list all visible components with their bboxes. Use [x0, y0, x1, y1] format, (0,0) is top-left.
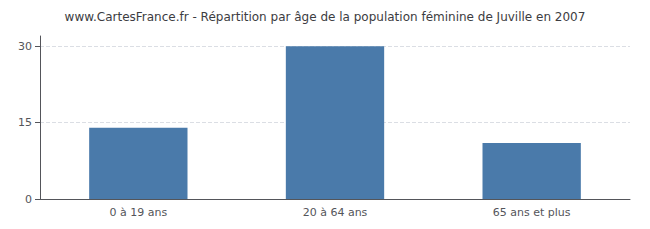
svg-text:0 à 19 ans: 0 à 19 ans — [109, 206, 167, 219]
svg-text:65 ans et plus: 65 ans et plus — [493, 206, 571, 219]
svg-text:30: 30 — [18, 40, 32, 53]
svg-text:www.CartesFrance.fr - Répartit: www.CartesFrance.fr - Répartition par âg… — [65, 10, 586, 24]
svg-text:15: 15 — [18, 116, 32, 129]
svg-text:0: 0 — [25, 193, 32, 206]
svg-text:20 à 64 ans: 20 à 64 ans — [303, 206, 368, 219]
